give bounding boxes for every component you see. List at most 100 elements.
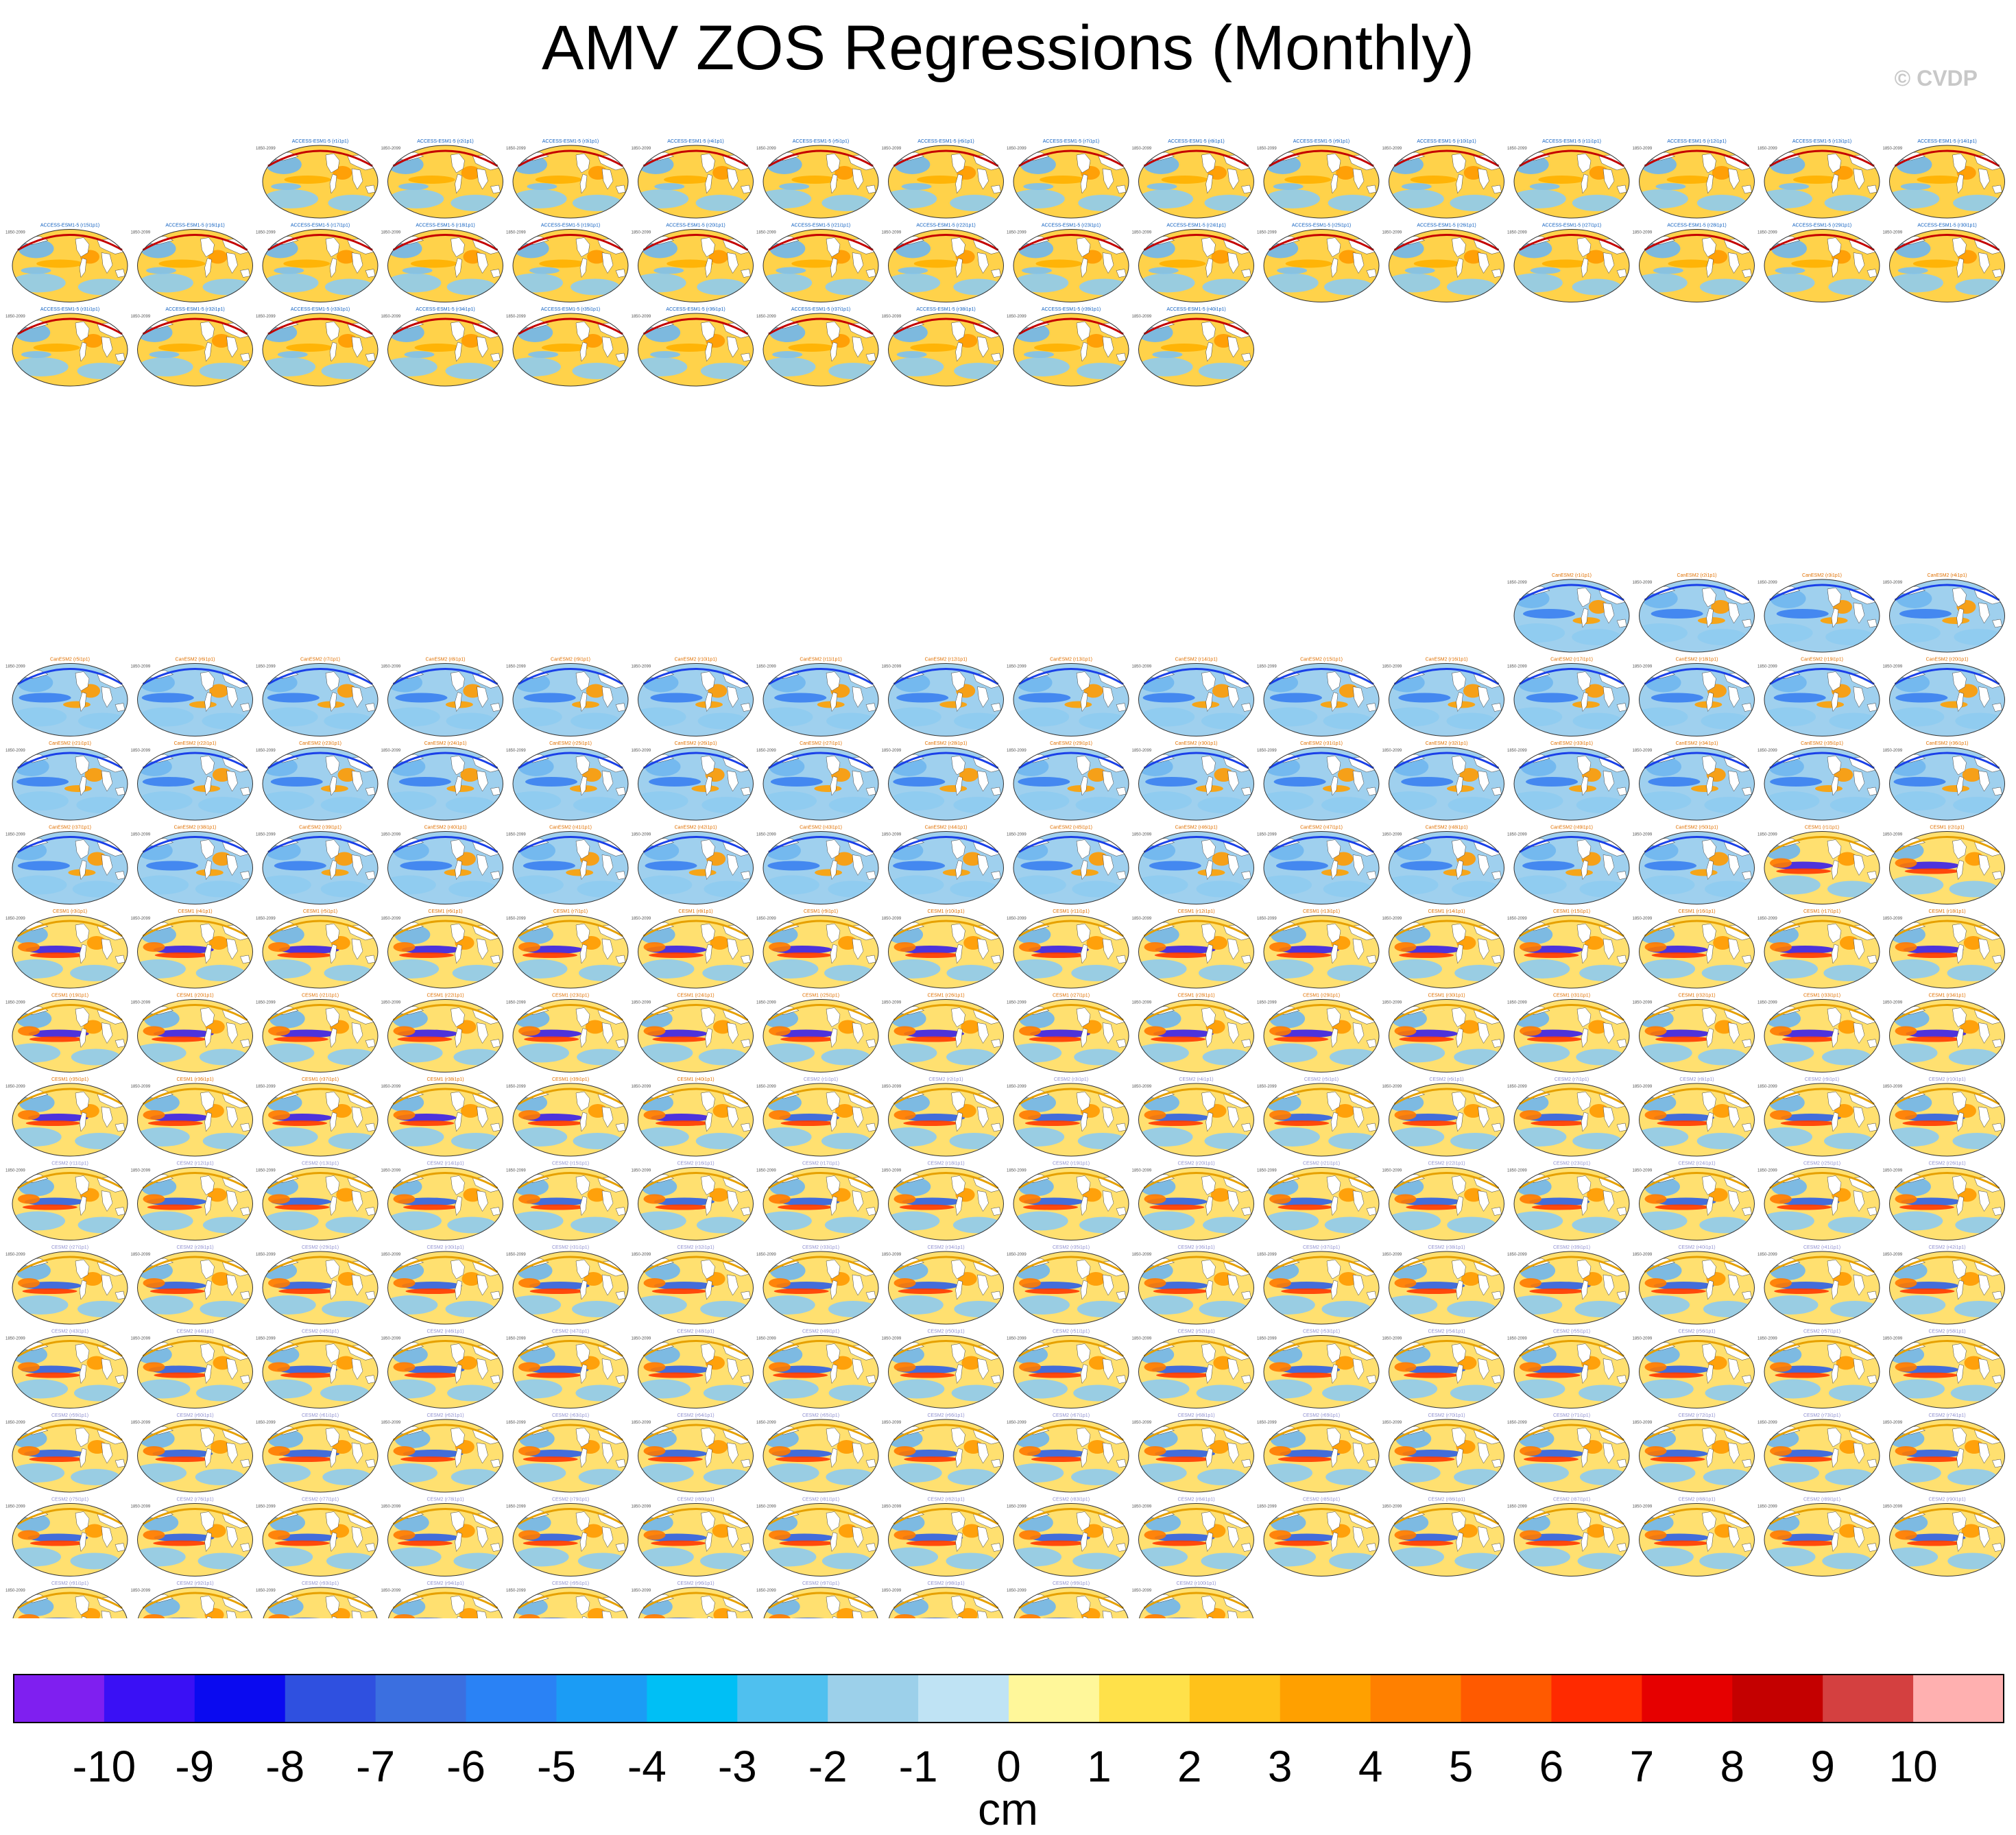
panel-title: CESM2 (r24i1p1) [1678, 1162, 1715, 1166]
map-outline [763, 1419, 879, 1493]
panel-period: 1850-2099 [1382, 749, 1402, 753]
map-outline [1513, 747, 1630, 821]
polar-rim [1018, 234, 1124, 251]
south-pacific-anomaly [1529, 183, 1560, 190]
map-outline [387, 915, 503, 989]
land-mass [1330, 1112, 1339, 1132]
map-outline [137, 1083, 253, 1157]
north-atlantic-anomaly [460, 768, 480, 782]
panel-title: CESM2 (r96i1p1) [677, 1581, 714, 1586]
map-outline [888, 831, 1004, 904]
panel-title: ACCESS-ESM1-5 (r20i1p1) [666, 224, 725, 228]
map-panel: CanESM2 (r48i1p1)1850-2099 [1382, 826, 1504, 904]
panel-title: CanESM2 (r21i1p1) [49, 741, 91, 746]
equatorial-warm-band [1906, 1456, 1962, 1462]
southern-ocean-anomaly [447, 1216, 497, 1234]
southern-ocean-anomaly [889, 357, 944, 376]
polar-rim [142, 234, 248, 251]
land-mass [1102, 1022, 1114, 1044]
north-pacific-anomaly [517, 323, 553, 342]
land-mass [1581, 692, 1589, 712]
map-panel: CESM2 (r28i1p1)1850-2099 [131, 1245, 253, 1325]
equatorial-warm-band [273, 1036, 328, 1042]
map-outline [512, 831, 629, 904]
panel-title: CESM2 (r11i1p1) [51, 1162, 88, 1166]
land-mass [1576, 1091, 1592, 1112]
panel-period: 1850-2099 [882, 147, 902, 151]
land-mass [865, 1543, 876, 1552]
map-outline [1889, 145, 2005, 219]
panel-title: ACCESS-ESM1-5 (r14i1p1) [1917, 139, 1976, 144]
southern-ocean-anomaly [387, 1295, 438, 1315]
southern-ocean-anomaly [888, 1127, 937, 1147]
land-mass [240, 1039, 250, 1048]
map-outline [1513, 579, 1630, 653]
southern-ocean-anomaly [638, 189, 689, 208]
north-atlantic-anomaly [1587, 1524, 1607, 1538]
equatorial-cold-band [1905, 1533, 1966, 1542]
panel-period: 1850-2099 [1883, 231, 1903, 235]
equatorial-cold-band [1153, 1029, 1214, 1038]
southern-ocean-anomaly [263, 1043, 315, 1063]
panel-title: ACCESS-ESM1-5 (r32i1p1) [165, 307, 224, 312]
southern-ocean-anomaly [573, 1133, 623, 1149]
land-mass [705, 776, 712, 796]
equatorial-warm-band [152, 1036, 207, 1042]
map-panel: CanESM2 (r11i1p1)1850-2099 [756, 658, 879, 736]
equatorial-warm-band [1277, 1204, 1333, 1210]
land-mass [1581, 776, 1589, 796]
polar-rim [1769, 1340, 1875, 1357]
north-pacific-anomaly [1018, 239, 1054, 259]
panel-period: 1850-2099 [756, 1505, 776, 1509]
map-outline [12, 1251, 128, 1325]
land-mass [1478, 1022, 1489, 1044]
panel-title: CESM2 (r8i1p1) [1679, 1077, 1714, 1082]
colorbar-tick-label: -1 [899, 1742, 938, 1791]
polar-rim [643, 1592, 749, 1609]
equatorial-cold-band [523, 693, 576, 703]
southern-ocean-anomaly [697, 278, 747, 296]
polar-rim [768, 317, 874, 335]
north-atlantic-anomaly [1584, 936, 1604, 950]
land-mass [991, 955, 1001, 964]
land-mass [1205, 692, 1213, 712]
southern-ocean-anomaly [1697, 629, 1747, 645]
southern-ocean-anomaly [1639, 623, 1688, 643]
southern-ocean-anomaly [638, 273, 686, 293]
southern-ocean-anomaly [263, 1127, 318, 1147]
equatorial-cold-band [1154, 1533, 1215, 1542]
land-mass [579, 692, 588, 712]
atlantic-warm-anomaly [189, 701, 217, 708]
colorbar-tick-label: 4 [1358, 1742, 1383, 1791]
north-atlantic-anomaly [459, 1608, 479, 1618]
panel-period: 1850-2099 [131, 917, 151, 921]
map-outline [888, 1251, 1004, 1325]
southern-ocean-anomaly [763, 1043, 815, 1063]
land-mass [490, 787, 501, 796]
panel-period: 1850-2099 [506, 1169, 526, 1173]
southern-ocean-anomaly [1014, 791, 1070, 811]
equatorial-cold-band [1273, 777, 1326, 787]
map-outline [1389, 1083, 1504, 1157]
land-mass [1205, 1448, 1213, 1468]
southern-ocean-anomaly [1321, 1301, 1371, 1317]
land-mass [1491, 787, 1502, 796]
panel-period: 1850-2099 [1757, 1001, 1777, 1005]
southern-ocean-anomaly [1079, 1216, 1129, 1234]
west-pacific-warm-pool [18, 1110, 40, 1120]
map-panel: ACCESS-ESM1-5 (r8i1p1)1850-2099 [1132, 139, 1254, 219]
equatorial-warm-band [1281, 1288, 1336, 1294]
polar-rim [1644, 1424, 1750, 1441]
land-mass [826, 1511, 841, 1531]
land-mass [1827, 671, 1842, 691]
polar-rim [1769, 149, 1875, 167]
south-pacific-anomaly [1273, 183, 1304, 190]
west-pacific-warm-pool [1520, 942, 1541, 952]
land-mass [705, 1112, 712, 1132]
map-panel: ACCESS-ESM1-5 (r13i1p1)1850-2099 [1757, 139, 1880, 219]
land-mass [1603, 938, 1615, 960]
panel-title: ACCESS-ESM1-5 (r39i1p1) [1042, 307, 1101, 312]
land-mass [1452, 237, 1466, 257]
land-mass [826, 1175, 841, 1195]
land-mass [1576, 1007, 1592, 1027]
